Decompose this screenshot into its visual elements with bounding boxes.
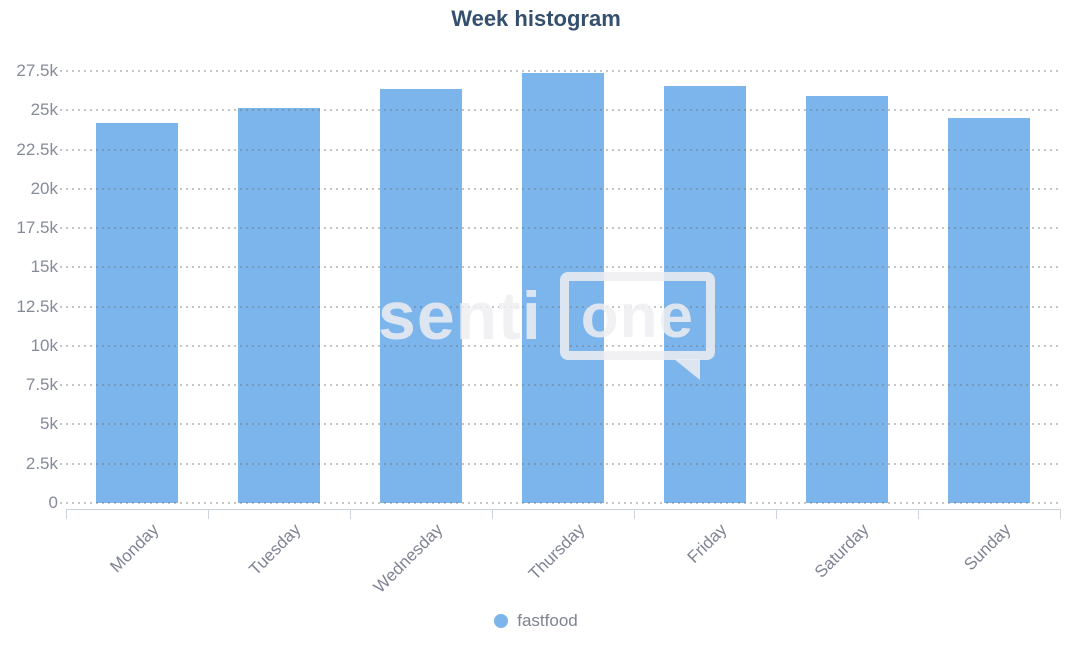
y-axis-label-20k: 20k (30, 178, 58, 198)
gridline-7.5k (60, 384, 1062, 387)
y-axis-label-15k: 15k (30, 257, 58, 277)
gridline-20k (60, 187, 1062, 190)
legend: fastfood (0, 611, 1072, 631)
bar-wednesday[interactable] (379, 88, 463, 503)
x-axis-label-friday: Friday (683, 520, 731, 567)
gridline-2.5k (60, 462, 1062, 465)
gridline-25k (60, 109, 1062, 112)
y-axis-label-2.5k: 2.5k (25, 453, 58, 473)
x-axis-label-tuesday: Tuesday (245, 520, 305, 580)
y-axis-label-12.5k: 12.5k (16, 296, 58, 316)
legend-item-fastfood[interactable]: fastfood (494, 611, 578, 631)
x-axis-tick (350, 509, 351, 519)
gridline-12.5k (60, 305, 1062, 308)
x-axis-tick (208, 509, 209, 519)
series-marker-icon (494, 614, 509, 628)
x-axis-label-sunday: Sunday (960, 520, 1015, 575)
x-axis-tick (1060, 509, 1061, 519)
gridline-10k (60, 344, 1062, 347)
bar-saturday[interactable] (805, 94, 889, 503)
x-axis-tick (918, 509, 919, 519)
x-axis-line (66, 509, 1060, 510)
y-axis-label-17.5k: 17.5k (16, 218, 58, 238)
x-axis-label-saturday: Saturday (810, 520, 873, 582)
x-axis-label-wednesday: Wednesday (369, 520, 447, 597)
bar-monday[interactable] (95, 122, 179, 503)
gridline-5k (60, 423, 1062, 426)
gridline-15k (60, 266, 1062, 269)
x-axis-label-thursday: Thursday (524, 520, 589, 584)
y-axis-label-22.5k: 22.5k (16, 139, 58, 159)
bar-friday[interactable] (663, 85, 747, 503)
x-axis-tick (776, 509, 777, 519)
bar-sunday[interactable] (947, 117, 1031, 503)
x-axis-tick (66, 509, 67, 519)
gridline-27.5k (60, 70, 1062, 72)
y-axis-label-27.5k: 27.5k (16, 61, 58, 80)
x-axis-tick (492, 509, 493, 519)
x-axis-tick (634, 509, 635, 519)
y-axis-label-10k: 10k (30, 335, 58, 355)
y-axis-label-0: 0 (48, 493, 58, 512)
x-axis-label-monday: Monday (106, 520, 163, 577)
gridline-0 (60, 502, 1062, 504)
bar-tuesday[interactable] (237, 107, 321, 503)
bar-thursday[interactable] (521, 71, 605, 503)
legend-label: fastfood (517, 611, 578, 630)
y-axis-label-7.5k: 7.5k (25, 375, 58, 395)
gridline-22.5k (60, 148, 1062, 151)
y-axis-label-25k: 25k (30, 100, 58, 120)
chart-title: Week histogram (451, 6, 621, 31)
gridline-17.5k (60, 227, 1062, 230)
y-axis-label-5k: 5k (40, 414, 58, 434)
